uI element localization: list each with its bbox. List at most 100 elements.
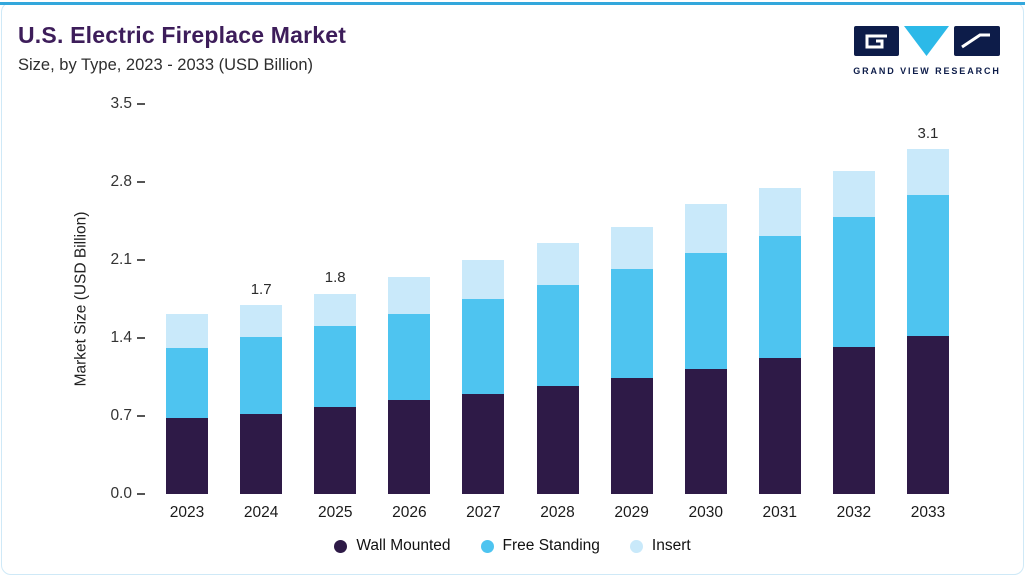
- bar-2025: 1.8: [298, 104, 372, 494]
- y-axis: 0.0 0.7 1.4 2.1 2.8 3.5: [80, 95, 150, 502]
- bar-2031: [743, 104, 817, 494]
- bar-segment-insert: [314, 293, 357, 326]
- bar-total-label: 3.1: [917, 125, 939, 142]
- x-axis-label: 2031: [762, 504, 798, 521]
- legend-dot: [334, 539, 348, 553]
- bar-segment-wall-mounted: [610, 378, 653, 494]
- bar-segment-insert: [684, 204, 727, 254]
- gvr-logo-mark: [854, 26, 1000, 56]
- bar-segment-insert: [758, 187, 801, 236]
- x-axis-label: 2033: [910, 504, 946, 521]
- legend-dot: [629, 539, 643, 553]
- y-tick-mark: [137, 415, 145, 417]
- bar-stack: [610, 226, 653, 494]
- bar-segment-free-standing: [314, 325, 357, 408]
- bar-stack: [166, 313, 209, 494]
- bar-stack: [240, 304, 283, 494]
- legend-label: Free Standing: [502, 537, 600, 554]
- y-tick-mark: [137, 493, 145, 495]
- bar-segment-wall-mounted: [314, 407, 357, 494]
- legend-label: Insert: [651, 537, 691, 554]
- bar-segment-insert: [610, 226, 653, 269]
- top-accent-line: [0, 2, 1025, 5]
- x-axis-label: 2027: [466, 504, 501, 521]
- y-tick-label: 1.4: [110, 329, 132, 346]
- x-axis-label: 2023: [169, 504, 205, 521]
- chart-header: U.S. Electric Fireplace Market Size, by …: [18, 22, 346, 75]
- bar-total-label: 1.7: [250, 281, 272, 298]
- bar-segment-free-standing: [684, 253, 727, 370]
- gvr-logo-text: GRAND VIEW RESEARCH: [853, 66, 1001, 76]
- bar-segment-wall-mounted: [832, 346, 875, 494]
- bar-segment-wall-mounted: [536, 385, 579, 494]
- bar-2033: 3.1: [891, 104, 965, 494]
- bar-segment-wall-mounted: [684, 369, 727, 494]
- bar-2024: 1.7: [224, 104, 298, 494]
- bar-stack: [684, 204, 727, 494]
- bar-segment-wall-mounted: [906, 335, 949, 494]
- bar-2029: [595, 104, 669, 494]
- x-axis-label: 2024: [243, 504, 279, 521]
- bar-stack: [388, 276, 431, 494]
- x-axis-label: 2032: [836, 504, 872, 521]
- bar-stack: [462, 260, 505, 494]
- x-axis-label: 2026: [392, 504, 427, 521]
- bar-segment-free-standing: [906, 195, 949, 336]
- y-tick-label: 2.8: [110, 173, 132, 190]
- bar-segment-insert: [166, 313, 209, 349]
- y-tick-label: 3.5: [110, 95, 132, 112]
- bar-2023: [150, 104, 224, 494]
- bar-segment-insert: [462, 260, 505, 300]
- y-tick-mark: [137, 181, 145, 183]
- y-tick-label: 0.7: [110, 407, 132, 424]
- y-tick-mark: [137, 103, 145, 105]
- bar-segment-insert: [240, 304, 283, 337]
- gvr-logo: GRAND VIEW RESEARCH: [853, 26, 1001, 76]
- bar-segment-free-standing: [388, 313, 431, 401]
- y-tick-mark: [137, 259, 145, 261]
- bar-segment-insert: [832, 170, 875, 217]
- y-tick-mark: [137, 337, 145, 339]
- bar-segment-wall-mounted: [240, 413, 283, 494]
- bar-segment-free-standing: [240, 336, 283, 414]
- bar-segment-wall-mounted: [388, 400, 431, 494]
- x-axis-label: 2025: [317, 504, 353, 521]
- bar-segment-wall-mounted: [758, 358, 801, 494]
- y-tick-label: 0.0: [110, 485, 132, 502]
- bar-segment-wall-mounted: [462, 393, 505, 494]
- legend: Wall Mounted Free Standing Insert: [0, 537, 1025, 555]
- bar-2026: [372, 104, 446, 494]
- bar-2028: [520, 104, 594, 494]
- legend-label: Wall Mounted: [356, 537, 451, 554]
- x-axis-labels: 2023 2024 2025 2026 2027 2028 2029 2030 2031 2032…: [150, 504, 965, 522]
- y-tick-label: 2.1: [110, 251, 132, 268]
- legend-item-wall-mounted: Wall Mounted: [334, 537, 451, 555]
- page-title: U.S. Electric Fireplace Market: [18, 22, 347, 48]
- x-axis-label: 2028: [540, 504, 575, 521]
- bar-segment-free-standing: [758, 235, 801, 359]
- x-axis-label: 2030: [688, 504, 723, 521]
- bar-2030: [669, 104, 743, 494]
- bar-segment-insert: [536, 243, 579, 285]
- bar-2032: [817, 104, 891, 494]
- legend-dot: [480, 539, 494, 553]
- bar-segment-insert: [906, 148, 949, 196]
- bar-stack: [536, 243, 579, 494]
- legend-item-insert: Insert: [629, 537, 691, 555]
- bar-2027: [446, 104, 520, 494]
- bar-segment-free-standing: [610, 268, 653, 379]
- legend-item-free-standing: Free Standing: [480, 537, 600, 555]
- bar-stack: [314, 293, 357, 494]
- bar-segment-free-standing: [462, 299, 505, 394]
- plot-area: 0.0 0.7 1.4 2.1 2.8 3.5 1.7 1.8 3.1: [110, 95, 965, 502]
- x-axis-label: 2029: [614, 504, 649, 521]
- bars: 1.7 1.8 3.1: [150, 104, 965, 494]
- bar-stack: [906, 148, 949, 494]
- page-subtitle: Size, by Type, 2023 - 2033 (USD Billion): [18, 56, 314, 74]
- bar-segment-insert: [388, 276, 431, 314]
- bar-segment-free-standing: [832, 216, 875, 347]
- bar-stack: [832, 170, 875, 494]
- bar-stack: [758, 187, 801, 494]
- bar-segment-free-standing: [536, 284, 579, 386]
- bar-segment-wall-mounted: [166, 418, 209, 494]
